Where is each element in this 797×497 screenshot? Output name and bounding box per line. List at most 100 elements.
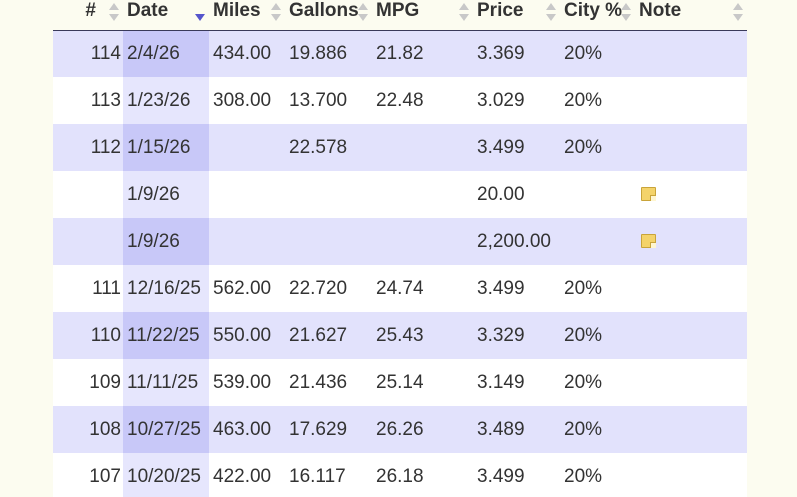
cell-note (635, 30, 747, 77)
cell-city: 20% (560, 453, 635, 497)
cell-price: 3.499 (473, 124, 560, 171)
table-row[interactable]: 112 1/15/26 22.578 3.499 20% (53, 124, 747, 171)
cell-gallons (285, 171, 372, 218)
column-header-mpg-label: MPG (376, 0, 420, 21)
table-row[interactable]: 113 1/23/26 308.00 13.700 22.48 3.029 20% (53, 77, 747, 124)
cell-miles: 562.00 (209, 265, 285, 312)
cell-num: 110 (53, 312, 123, 359)
cell-city: 20% (560, 30, 635, 77)
cell-num: 107 (53, 453, 123, 497)
cell-gallons: 13.700 (285, 77, 372, 124)
cell-mpg: 25.43 (372, 312, 473, 359)
column-header-note-label: Note (639, 0, 682, 21)
column-header-note[interactable]: Note (635, 0, 747, 31)
cell-num: 108 (53, 406, 123, 453)
cell-city: 20% (560, 312, 635, 359)
cell-gallons: 21.627 (285, 312, 372, 359)
cell-note (635, 171, 747, 218)
sort-arrows-icon (621, 2, 631, 21)
cell-mpg (372, 171, 473, 218)
cell-gallons: 19.886 (285, 30, 372, 77)
cell-note (635, 453, 747, 497)
cell-mpg: 25.14 (372, 359, 473, 406)
column-header-city-label: City % (564, 0, 623, 21)
cell-miles: 422.00 (209, 453, 285, 497)
table-body: 114 2/4/26 434.00 19.886 21.82 3.369 20% 113 1/2… (53, 30, 747, 497)
cell-miles: 434.00 (209, 30, 285, 77)
table-row[interactable]: 108 10/27/25 463.00 17.629 26.26 3.489 20% (53, 406, 747, 453)
cell-date: 11/11/25 (123, 359, 209, 406)
note-icon[interactable] (641, 187, 656, 202)
cell-city: 20% (560, 406, 635, 453)
sort-arrows-icon (271, 2, 281, 21)
column-header-date-label: Date (127, 0, 169, 21)
cell-price: 3.499 (473, 265, 560, 312)
cell-num: 112 (53, 124, 123, 171)
cell-city: 20% (560, 265, 635, 312)
cell-price: 3.329 (473, 312, 560, 359)
sort-arrows-icon (733, 2, 743, 21)
cell-date: 1/9/26 (123, 218, 209, 265)
cell-price: 20.00 (473, 171, 560, 218)
cell-miles: 550.00 (209, 312, 285, 359)
cell-price: 3.029 (473, 77, 560, 124)
fuel-log-table: # Date Miles Gallons MPG (53, 0, 747, 497)
cell-price: 3.489 (473, 406, 560, 453)
cell-mpg: 26.26 (372, 406, 473, 453)
column-header-num[interactable]: # (53, 0, 123, 31)
cell-city (560, 218, 635, 265)
sort-descending-icon (195, 3, 205, 21)
table-header: # Date Miles Gallons MPG (53, 0, 747, 31)
cell-note (635, 77, 747, 124)
column-header-gallons[interactable]: Gallons (285, 0, 372, 31)
cell-price: 3.499 (473, 453, 560, 497)
cell-mpg: 24.74 (372, 265, 473, 312)
cell-mpg: 22.48 (372, 77, 473, 124)
column-header-miles[interactable]: Miles (209, 0, 285, 31)
table-row[interactable]: 110 11/22/25 550.00 21.627 25.43 3.329 20% (53, 312, 747, 359)
column-header-gallons-label: Gallons (289, 0, 359, 21)
cell-num (53, 218, 123, 265)
cell-miles: 539.00 (209, 359, 285, 406)
cell-num: 113 (53, 77, 123, 124)
cell-mpg: 21.82 (372, 30, 473, 77)
header-row: # Date Miles Gallons MPG (53, 0, 747, 31)
column-header-date[interactable]: Date (123, 0, 209, 31)
cell-date: 10/20/25 (123, 453, 209, 497)
cell-num: 109 (53, 359, 123, 406)
cell-gallons (285, 218, 372, 265)
cell-gallons: 21.436 (285, 359, 372, 406)
table-row[interactable]: 1/9/26 2,200.00 (53, 218, 747, 265)
column-header-price-label: Price (477, 0, 524, 21)
cell-date: 2/4/26 (123, 30, 209, 77)
sort-arrows-icon (358, 2, 368, 21)
cell-price: 2,200.00 (473, 218, 560, 265)
column-header-city[interactable]: City % (560, 0, 635, 31)
cell-price: 3.149 (473, 359, 560, 406)
table-row[interactable]: 107 10/20/25 422.00 16.117 26.18 3.499 20% (53, 453, 747, 497)
cell-miles: 463.00 (209, 406, 285, 453)
table-row[interactable]: 109 11/11/25 539.00 21.436 25.14 3.149 20% (53, 359, 747, 406)
cell-date: 1/15/26 (123, 124, 209, 171)
cell-date: 1/9/26 (123, 171, 209, 218)
table-row[interactable]: 111 12/16/25 562.00 22.720 24.74 3.499 20% (53, 265, 747, 312)
cell-date: 12/16/25 (123, 265, 209, 312)
cell-note (635, 124, 747, 171)
cell-note (635, 359, 747, 406)
column-header-num-label: # (85, 0, 96, 21)
cell-price: 3.369 (473, 30, 560, 77)
note-icon[interactable] (641, 234, 656, 249)
sort-arrows-icon (546, 2, 556, 21)
table-row[interactable]: 1/9/26 20.00 (53, 171, 747, 218)
cell-num (53, 171, 123, 218)
table-row[interactable]: 114 2/4/26 434.00 19.886 21.82 3.369 20% (53, 30, 747, 77)
column-header-miles-label: Miles (213, 0, 261, 21)
cell-miles: 308.00 (209, 77, 285, 124)
sort-arrows-icon (109, 2, 119, 21)
cell-note (635, 406, 747, 453)
column-header-price[interactable]: Price (473, 0, 560, 31)
column-header-mpg[interactable]: MPG (372, 0, 473, 31)
cell-mpg (372, 218, 473, 265)
cell-date: 10/27/25 (123, 406, 209, 453)
